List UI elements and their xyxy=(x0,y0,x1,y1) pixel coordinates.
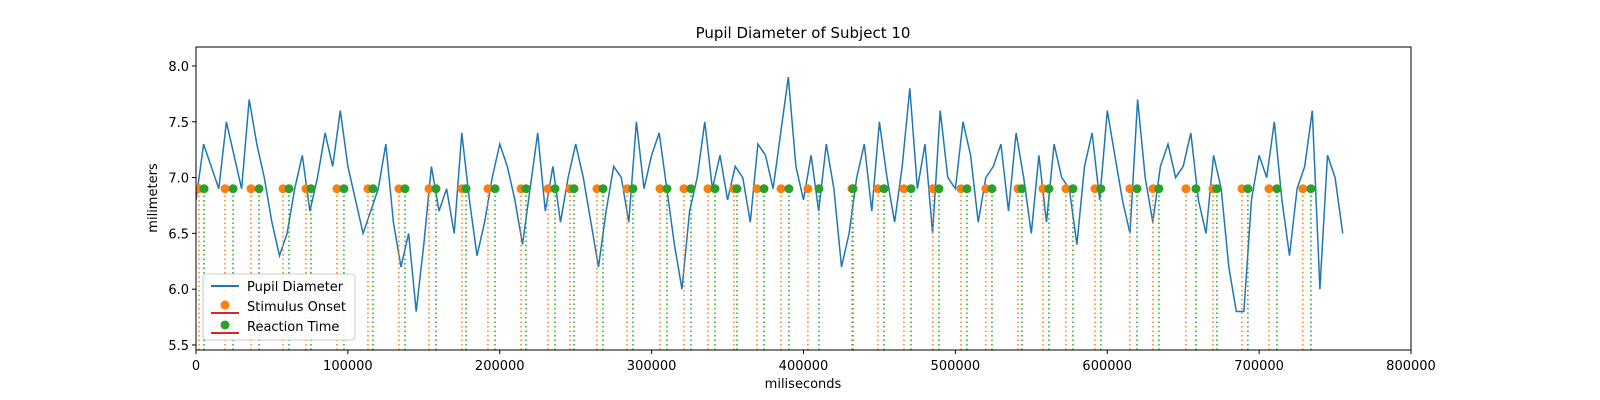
stem-marker xyxy=(1243,184,1253,194)
stem-marker xyxy=(220,184,230,194)
stem-marker xyxy=(934,184,944,194)
stem-marker xyxy=(752,184,762,194)
stem-marker xyxy=(569,184,579,194)
chart-title: Pupil Diameter of Subject 10 xyxy=(696,24,911,42)
stem-marker xyxy=(662,184,672,194)
legend-label: Pupil Diameter xyxy=(247,280,344,295)
stem-marker xyxy=(424,184,434,194)
stem-marker xyxy=(1044,184,1054,194)
stem-marker xyxy=(1125,184,1135,194)
y-axis-label: milimeters xyxy=(146,163,161,233)
stem-marker xyxy=(759,184,769,194)
stem-marker xyxy=(814,184,824,194)
stem-marker xyxy=(1306,184,1316,194)
stem-marker xyxy=(400,184,410,194)
stem-marker xyxy=(1264,184,1274,194)
x-tick-label: 300000 xyxy=(627,359,677,374)
stem-marker xyxy=(490,184,500,194)
stem-marker xyxy=(710,184,720,194)
x-tick-label: 800000 xyxy=(1386,359,1436,374)
stem-marker xyxy=(1298,184,1308,194)
stem-marker xyxy=(368,184,378,194)
stem-marker xyxy=(776,184,786,194)
stem-marker xyxy=(431,184,441,194)
x-axis-label: miliseconds xyxy=(765,377,842,392)
x-tick-label: 600000 xyxy=(1082,359,1132,374)
stem-marker xyxy=(1096,184,1106,194)
stem-marker xyxy=(306,184,316,194)
x-tick-label: 100000 xyxy=(323,359,373,374)
stem-marker xyxy=(906,184,916,194)
x-tick-label: 200000 xyxy=(475,359,525,374)
stem-marker xyxy=(703,184,713,194)
stem-marker xyxy=(803,184,813,194)
x-tick-label: 700000 xyxy=(1234,359,1284,374)
legend-label: Reaction Time xyxy=(247,320,339,335)
y-tick-label: 7.5 xyxy=(168,116,189,131)
legend-label: Stimulus Onset xyxy=(247,300,346,315)
y-tick-label: 7.0 xyxy=(168,172,189,187)
stem-marker xyxy=(655,184,665,194)
stem-marker xyxy=(228,184,238,194)
stem-marker xyxy=(461,184,471,194)
stem-marker xyxy=(628,184,638,194)
stem-marker xyxy=(284,184,294,194)
stem-marker xyxy=(246,184,256,194)
y-tick-label: 5.5 xyxy=(168,339,189,354)
pupil-line xyxy=(196,76,1344,313)
stem-marker xyxy=(543,184,553,194)
stem-marker xyxy=(598,184,608,194)
stem-marker xyxy=(521,184,531,194)
legend-box xyxy=(202,273,356,341)
stem-marker xyxy=(1017,184,1027,194)
stem-marker xyxy=(962,184,972,194)
stem-marker xyxy=(332,184,342,194)
legend-marker xyxy=(220,300,230,310)
stem-marker xyxy=(1154,184,1164,194)
stem-marker xyxy=(1132,184,1142,194)
x-tick-label: 0 xyxy=(192,359,200,374)
x-tick-label: 400000 xyxy=(779,359,829,374)
stem-marker xyxy=(987,184,997,194)
stem-marker xyxy=(1212,184,1222,194)
stem-marker xyxy=(879,184,889,194)
stem-marker xyxy=(1068,184,1078,194)
stem-marker xyxy=(1272,184,1282,194)
legend-marker xyxy=(220,320,230,330)
stem-marker xyxy=(199,184,209,194)
stem-marker xyxy=(483,184,493,194)
stem-marker xyxy=(1181,184,1191,194)
axes-frame xyxy=(195,46,1412,351)
stem-marker xyxy=(848,184,858,194)
stem-marker xyxy=(254,184,264,194)
stem-marker xyxy=(784,184,794,194)
x-tick-label: 500000 xyxy=(931,359,981,374)
stem-marker xyxy=(679,184,689,194)
stem-marker xyxy=(1061,184,1071,194)
stem-marker xyxy=(686,184,696,194)
y-tick-label: 6.0 xyxy=(168,283,189,298)
stem-marker xyxy=(1191,184,1201,194)
plot-area xyxy=(196,76,1344,350)
stem-marker xyxy=(550,184,560,194)
stem-marker xyxy=(899,184,909,194)
stem-marker xyxy=(732,184,742,194)
y-tick-label: 8.0 xyxy=(168,60,189,75)
stem-marker xyxy=(339,184,349,194)
y-tick-label: 6.5 xyxy=(168,227,189,242)
